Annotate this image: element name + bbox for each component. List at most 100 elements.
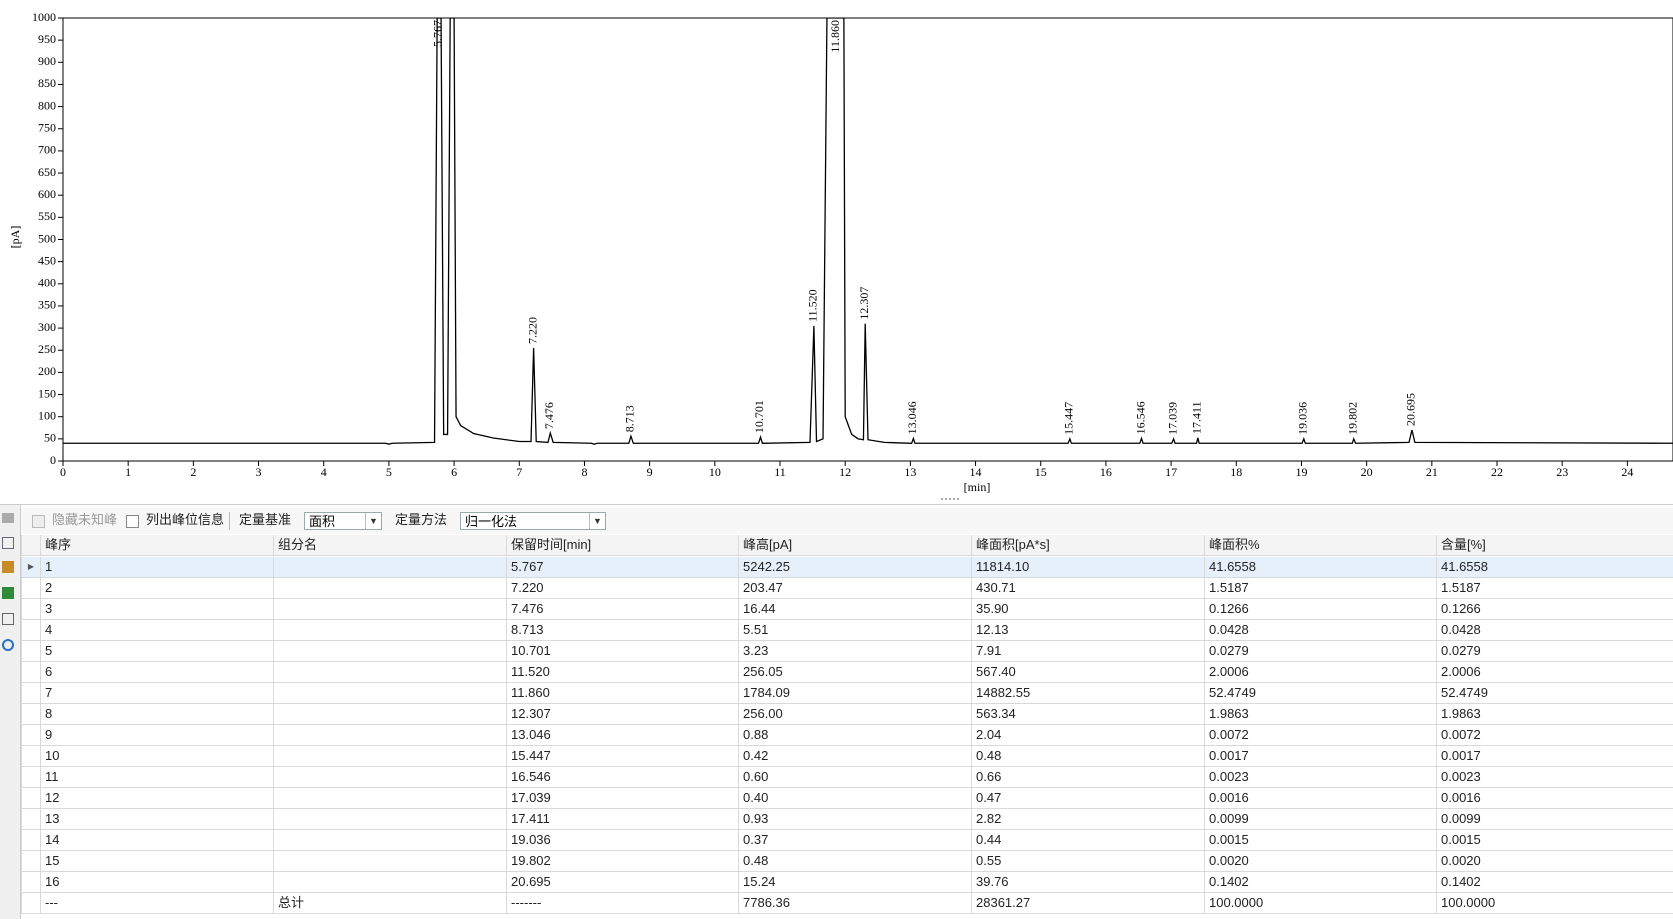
column-header[interactable]: 含量[%] (1436, 535, 1673, 556)
dropdown-arrow[interactable]: ▼ (365, 513, 381, 529)
table-cell: 256.00 (738, 704, 971, 725)
table-row[interactable]: 5 10.701 3.23 7.91 0.0279 0.0279 (21, 641, 1673, 662)
dropdown-arrow[interactable]: ▼ (589, 513, 605, 529)
plot-frame (62, 17, 1673, 462)
table-row[interactable]: 9 13.046 0.88 2.04 0.0072 0.0072 (21, 725, 1673, 746)
y-tick-label: 950 (38, 32, 56, 46)
peak-label: 10.701 (752, 400, 766, 433)
table-cell: 0.88 (738, 725, 971, 746)
row-indicator (21, 746, 40, 767)
table-row[interactable]: 3 7.476 16.44 35.90 0.1266 0.1266 (21, 599, 1673, 620)
table-cell: 0.0017 (1436, 746, 1673, 767)
icon[interactable] (2, 587, 14, 599)
table-cell: 0.1266 (1204, 599, 1436, 620)
table-toolbar: 隐藏未知峰 列出峰位信息 定量基准 面积 ▼ 定量方法 归一化法 ▼ (21, 508, 1673, 534)
peak-label: 8.713 (623, 405, 637, 432)
table-cell: 41.6558 (1436, 557, 1673, 578)
peak-label: 19.036 (1296, 402, 1310, 435)
table-row[interactable]: ▶ 1 5.767 5242.25 11814.10 41.6558 41.6558 (21, 557, 1673, 578)
row-indicator (21, 809, 40, 830)
method-select[interactable]: 归一化法 ▼ (460, 512, 606, 530)
x-tick-label: 22 (1491, 465, 1503, 479)
column-header[interactable]: 峰面积[pA*s] (971, 535, 1204, 556)
table-row[interactable]: 16 20.695 15.24 39.76 0.1402 0.1402 (21, 872, 1673, 893)
table-cell: 15 (40, 851, 273, 872)
table-cell: 1.9863 (1436, 704, 1673, 725)
table-cell (273, 641, 506, 662)
x-tick-label: 4 (321, 465, 327, 479)
table-cell (273, 788, 506, 809)
x-tick-label: 7 (516, 465, 522, 479)
table-row[interactable]: 13 17.411 0.93 2.82 0.0099 0.0099 (21, 809, 1673, 830)
table-cell: 0.1266 (1436, 599, 1673, 620)
table-cell (273, 830, 506, 851)
table-cell: 14882.55 (971, 683, 1204, 704)
table-cell: 12.307 (506, 704, 738, 725)
table-cell: 0.37 (738, 830, 971, 851)
row-indicator (21, 830, 40, 851)
splitter-handle[interactable] (941, 498, 959, 500)
table-cell: 0.0023 (1204, 767, 1436, 788)
table-cell (273, 557, 506, 578)
column-header[interactable]: 保留时间[min] (506, 535, 738, 556)
table-row[interactable]: 4 8.713 5.51 12.13 0.0428 0.0428 (21, 620, 1673, 641)
peak-label: 7.220 (525, 317, 539, 344)
icon[interactable] (2, 639, 14, 651)
table-cell: 9 (40, 725, 273, 746)
checkbox[interactable] (32, 515, 45, 528)
basis-select[interactable]: 面积 ▼ (304, 512, 382, 530)
table-cell: 1.5187 (1204, 578, 1436, 599)
table-row[interactable]: 10 15.447 0.42 0.48 0.0017 0.0017 (21, 746, 1673, 767)
x-tick-label: 9 (647, 465, 653, 479)
checkbox[interactable] (126, 515, 139, 528)
table-row[interactable]: 7 11.860 1784.09 14882.55 52.4749 52.4749 (21, 683, 1673, 704)
table-row[interactable]: 8 12.307 256.00 563.34 1.9863 1.9863 (21, 704, 1673, 725)
table-row[interactable]: 6 11.520 256.05 567.40 2.0006 2.0006 (21, 662, 1673, 683)
y-tick-label: 900 (38, 54, 56, 68)
x-tick-label: 3 (256, 465, 262, 479)
table-cell: 0.93 (738, 809, 971, 830)
table-cell: 16.546 (506, 767, 738, 788)
table-cell: 39.76 (971, 872, 1204, 893)
checkbox-label: 隐藏未知峰 (52, 512, 118, 527)
table-cell: 15.447 (506, 746, 738, 767)
peak-label: 15.447 (1062, 402, 1076, 435)
table-row[interactable]: --- 总计 ------- 7786.36 28361.27 100.0000 100.0… (21, 893, 1673, 914)
table-row[interactable]: 2 7.220 203.47 430.71 1.5187 1.5187 (21, 578, 1673, 599)
peak-label: 7.476 (542, 402, 556, 429)
peak-label: 12.307 (857, 287, 871, 320)
table-cell: 0.0428 (1436, 620, 1673, 641)
row-indicator (21, 641, 40, 662)
table-cell: 35.90 (971, 599, 1204, 620)
table-cell: 17.411 (506, 809, 738, 830)
icon[interactable] (2, 613, 14, 625)
peak-table: 峰序 组分名 保留时间[min] 峰高[pA] 峰面积[pA*s] 峰面积% 含量[%] ▶ 1… (0, 535, 1673, 919)
x-tick-label: 21 (1426, 465, 1438, 479)
icon[interactable] (2, 513, 14, 523)
table-cell: 0.0016 (1204, 788, 1436, 809)
table-cell: 0.55 (971, 851, 1204, 872)
table-row[interactable]: 11 16.546 0.60 0.66 0.0023 0.0023 (21, 767, 1673, 788)
select-value: 归一化法 (465, 514, 518, 529)
table-cell: 0.0015 (1204, 830, 1436, 851)
x-tick-label: 2 (190, 465, 196, 479)
column-header[interactable]: 组分名 (273, 535, 506, 556)
table-cell: 52.4749 (1436, 683, 1673, 704)
table-cell: 8.713 (506, 620, 738, 641)
column-header[interactable]: 峰高[pA] (738, 535, 971, 556)
table-row[interactable]: 12 17.039 0.40 0.47 0.0016 0.0016 (21, 788, 1673, 809)
x-tick-label: 8 (581, 465, 587, 479)
table-cell: 7786.36 (738, 893, 971, 914)
table-cell (273, 683, 506, 704)
table-row[interactable]: 15 19.802 0.48 0.55 0.0020 0.0020 (21, 851, 1673, 872)
column-header[interactable]: 峰面积% (1204, 535, 1436, 556)
table-cell: 12.13 (971, 620, 1204, 641)
table-row[interactable]: 14 19.036 0.37 0.44 0.0015 0.0015 (21, 830, 1673, 851)
table-cell: 1.5187 (1436, 578, 1673, 599)
peak-label: 19.802 (1345, 402, 1359, 435)
column-header[interactable]: 峰序 (40, 535, 273, 556)
icon[interactable] (2, 537, 14, 549)
icon[interactable] (2, 561, 14, 573)
y-tick-label: 250 (38, 342, 56, 356)
peak-label: 13.046 (905, 401, 919, 434)
